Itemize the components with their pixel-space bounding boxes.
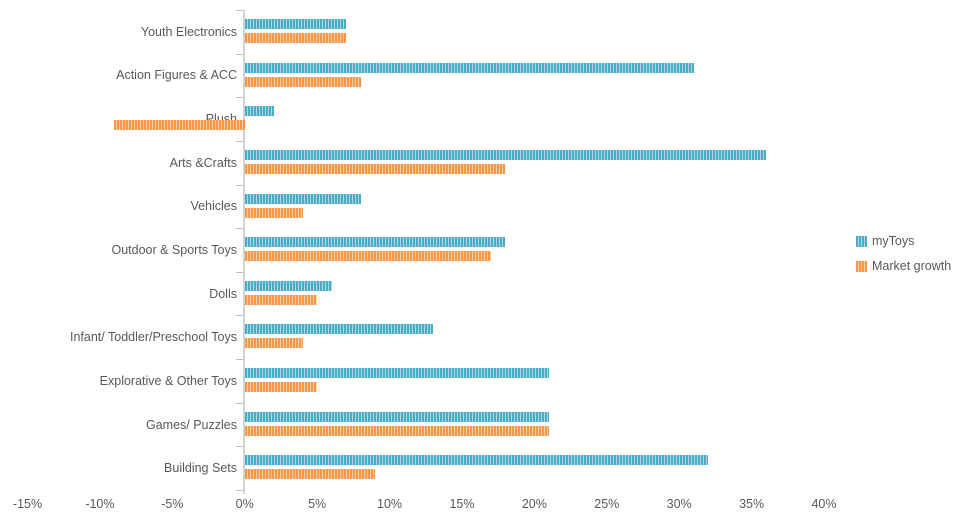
category-label: Vehicles (190, 199, 237, 214)
x-axis-tick-label: -15% (12, 497, 43, 511)
bar-mytoys (244, 237, 506, 248)
bar-market-growth (244, 33, 347, 43)
category-label: Building Sets (164, 461, 237, 476)
legend-swatch-market-growth-icon (856, 260, 867, 272)
y-axis-tick (235, 141, 243, 142)
bar-market-growth (244, 294, 318, 305)
x-axis-tick-label: -10% (85, 497, 115, 511)
bar-mytoys (244, 411, 549, 422)
legend-item-mytoys: myToys (856, 234, 951, 248)
bar-market-growth (244, 251, 491, 262)
bar-mytoys (244, 324, 433, 335)
legend-item-market-growth: Market growth (856, 259, 951, 273)
category-label: Games/ Puzzles (145, 417, 237, 432)
bar-market-growth (244, 163, 506, 174)
bar-mytoys (244, 149, 767, 160)
x-axis-tick-label: 10% (377, 497, 403, 511)
x-axis-tick-label: 25% (594, 497, 620, 511)
bar-market-growth (244, 76, 361, 87)
y-axis-tick (235, 272, 243, 273)
bar-market-growth (244, 382, 318, 393)
x-axis-tick-label: 20% (521, 497, 547, 511)
bar-mytoys (244, 280, 332, 291)
x-axis-tick-label: 5% (308, 497, 327, 511)
bar-mytoys (244, 19, 347, 29)
bar-mytoys (244, 62, 694, 73)
x-axis-tick-label: 35% (739, 497, 765, 511)
y-axis-line (242, 10, 245, 494)
category-label: Dolls (209, 286, 237, 301)
x-axis-tick-label: 30% (666, 497, 692, 511)
y-axis-tick (235, 315, 243, 316)
bar-market-growth (244, 207, 303, 218)
y-axis-tick (235, 185, 243, 186)
category-label: Arts &Crafts (169, 155, 237, 170)
bar-market-growth (244, 425, 549, 436)
y-axis-tick (235, 54, 243, 55)
y-axis-tick (235, 490, 243, 491)
category-label: Explorative & Other Toys (99, 373, 237, 388)
bar-market-growth (114, 120, 245, 131)
legend-label-mytoys: myToys (872, 234, 915, 248)
bar-market-growth (244, 338, 303, 349)
category-label: Infant/ Toddler/Preschool Toys (70, 330, 237, 345)
legend: myToys Market growth (856, 234, 951, 273)
legend-swatch-mytoys-icon (856, 235, 867, 247)
y-axis-tick (235, 359, 243, 360)
x-axis-tick-label: -5% (161, 497, 184, 511)
y-axis-tick (235, 403, 243, 404)
category-label: Outdoor & Sports Toys (111, 243, 237, 257)
bar-mytoys (244, 193, 361, 204)
y-axis-tick (235, 228, 243, 229)
y-axis-tick (235, 97, 243, 98)
bar-mytoys (244, 455, 709, 466)
category-label: Youth Electronics (140, 24, 237, 39)
y-axis-tick (235, 446, 243, 447)
bar-market-growth (244, 469, 376, 480)
bar-mytoys (244, 106, 274, 117)
x-axis-tick-label: 40% (811, 497, 837, 511)
x-axis-tick-label: 0% (235, 497, 254, 511)
y-axis-tick (235, 10, 243, 11)
legend-label-market-growth: Market growth (872, 259, 952, 273)
bar-mytoys (244, 368, 549, 379)
x-axis-tick-label: 15% (449, 497, 475, 511)
category-label: Action Figures & ACC (116, 68, 237, 83)
